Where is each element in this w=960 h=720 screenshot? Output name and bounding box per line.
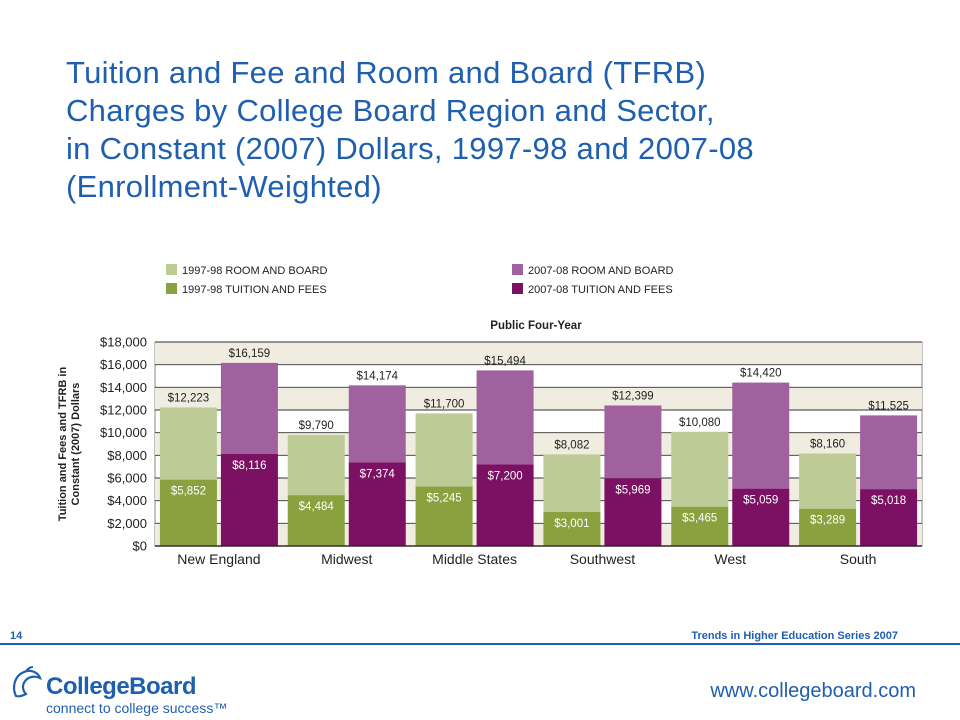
legend-swatch [512, 264, 523, 275]
legend-entry: 2007-08 TUITION AND FEES [528, 284, 673, 296]
total-label-1997: $11,700 [424, 398, 465, 410]
total-label-1997: $10,080 [679, 417, 721, 429]
x-category-label: South [840, 551, 877, 567]
total-label-2007: $12,399 [612, 390, 654, 402]
footer-divider [0, 643, 960, 645]
report-series-name: Trends in Higher Education Series 2007 [691, 630, 898, 642]
bar-tuition-fees-2007 [476, 464, 534, 546]
acorn-logo-icon [13, 666, 42, 698]
tuition-label-2007: $5,059 [743, 495, 778, 507]
bar-room-board-2007 [348, 385, 406, 463]
page-number: 14 [10, 630, 23, 642]
website-url: www.collegeboard.com [710, 680, 916, 702]
bar-tuition-fees-2007 [732, 488, 790, 546]
legend-entry: 2007-08 ROOM AND BOARD [528, 265, 674, 277]
x-category-label: Southwest [570, 551, 635, 567]
tuition-label-1997: $3,465 [682, 513, 717, 525]
x-category-label: New England [177, 551, 260, 567]
y-tick-label: $4,000 [107, 493, 147, 508]
x-category-label: Midwest [321, 551, 372, 567]
bar-room-board-2007 [604, 405, 662, 479]
bar-tuition-fees-2007 [860, 489, 918, 546]
grid-band [155, 342, 922, 365]
y-tick-label: $6,000 [107, 471, 147, 486]
y-tick-label: $14,000 [100, 380, 147, 395]
bar-tuition-fees-1997 [415, 486, 473, 546]
legend-entry: 1997-98 ROOM AND BOARD [182, 265, 328, 277]
y-axis-label: Tuition and Fees and TFRB in [57, 367, 69, 522]
bar-room-board-2007 [220, 362, 278, 455]
y-tick-label: $12,000 [100, 403, 147, 418]
legend-swatch [166, 264, 177, 275]
bar-room-board-1997 [799, 453, 857, 509]
grid-band [155, 478, 922, 501]
bar-room-board-2007 [732, 382, 790, 489]
bar-room-board-2007 [860, 415, 918, 490]
bar-tuition-fees-2007 [604, 478, 662, 546]
total-label-2007: $15,494 [484, 355, 526, 367]
page-title: Tuition and Fee and Room and Board (TFRB… [66, 54, 926, 206]
bar-tuition-fees-1997 [799, 508, 857, 546]
tuition-label-1997: $5,245 [426, 493, 461, 505]
total-label-1997: $8,082 [554, 439, 589, 451]
bar-room-board-1997 [287, 435, 345, 496]
bar-tuition-fees-1997 [287, 495, 345, 546]
y-axis-label: Constant (2007) Dollars [70, 383, 82, 506]
total-label-2007: $16,159 [229, 348, 271, 360]
legend-swatch [166, 283, 177, 294]
grid-band [155, 523, 922, 546]
logo-wordmark: CollegeBoard [46, 673, 197, 700]
grid-band [155, 387, 922, 410]
y-tick-label: $18,000 [100, 335, 147, 350]
y-tick-label: $16,000 [100, 357, 147, 372]
collegeboard-logo: CollegeBoard connect to college success™ [10, 660, 250, 716]
bar-tuition-fees-1997 [671, 506, 729, 546]
tuition-label-2007: $5,969 [615, 484, 650, 496]
title-line-3: in Constant (2007) Dollars, 1997-98 and … [66, 131, 754, 166]
bar-room-board-1997 [671, 431, 729, 507]
bar-room-board-1997 [415, 413, 473, 487]
tuition-label-1997: $3,289 [810, 515, 845, 527]
chart-title: Public Four-Year [490, 320, 582, 332]
tuition-label-1997: $4,484 [299, 501, 335, 513]
total-label-1997: $8,160 [810, 439, 845, 451]
logo-tagline: connect to college success™ [46, 700, 228, 716]
tuition-label-1997: $3,001 [554, 518, 589, 530]
total-label-1997: $9,790 [299, 420, 334, 432]
bar-tuition-fees-1997 [159, 479, 217, 546]
y-tick-label: $8,000 [107, 448, 147, 463]
legend-swatch [512, 283, 523, 294]
total-label-1997: $12,223 [168, 392, 210, 404]
tuition-label-2007: $8,116 [232, 460, 266, 472]
legend-entry: 1997-98 TUITION AND FEES [182, 284, 327, 296]
bar-tuition-fees-2007 [348, 462, 406, 546]
total-label-2007: $11,525 [868, 400, 909, 412]
total-label-2007: $14,420 [740, 368, 782, 380]
grid-band [155, 432, 922, 456]
title-line-4: (Enrollment-Weighted) [66, 169, 382, 204]
bar-room-board-1997 [543, 454, 601, 512]
tuition-label-2007: $7,200 [487, 470, 522, 482]
tuition-label-2007: $7,374 [360, 468, 396, 480]
title-line-2: Charges by College Board Region and Sect… [66, 93, 715, 128]
bar-room-board-1997 [159, 407, 217, 480]
y-tick-label: $10,000 [100, 425, 147, 440]
bar-room-board-2007 [476, 370, 534, 465]
total-label-2007: $14,174 [356, 370, 398, 382]
y-tick-label: $2,000 [107, 516, 147, 531]
title-line-1: Tuition and Fee and Room and Board (TFRB… [66, 55, 707, 90]
bar-tuition-fees-1997 [543, 511, 601, 546]
tuition-label-2007: $5,018 [871, 495, 906, 507]
y-tick-label: $0 [133, 539, 147, 554]
tuition-label-1997: $5,852 [171, 486, 206, 498]
x-category-label: Middle States [432, 551, 517, 567]
stacked-bar-chart: $0 $2,000 $4,000 $6,000 $8,000 $10,000 $12,000… [57, 264, 923, 567]
x-category-label: West [714, 551, 746, 567]
bar-tuition-fees-2007 [220, 454, 278, 546]
